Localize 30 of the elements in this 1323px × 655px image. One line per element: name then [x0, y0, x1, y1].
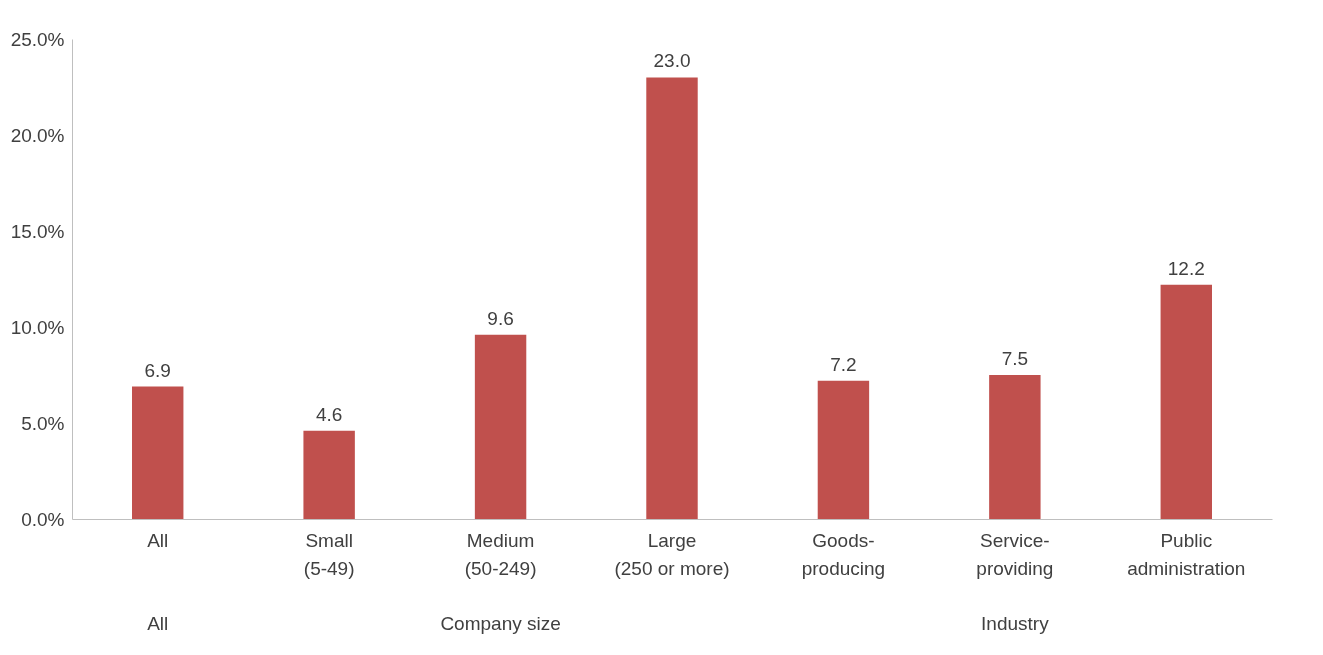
bar [817, 380, 870, 519]
data-label: 12.2 [1167, 257, 1205, 279]
x-tick-label: Public administration [1127, 529, 1246, 579]
bar [132, 386, 184, 519]
text: Company size [440, 613, 561, 634]
bar [474, 334, 527, 519]
y-tick-label: 20.0% [10, 124, 65, 146]
x-tick-label: Small (5-49) [303, 529, 355, 579]
x-tick-label: Service- providing [976, 529, 1054, 579]
x-tick-label: Goods- producing [801, 529, 886, 579]
x-tick-label: Large (250 or more) [614, 529, 730, 579]
data-label: 4.6 [315, 403, 343, 425]
data-label: 9.6 [487, 307, 514, 329]
bar [1160, 284, 1212, 519]
y-tick-label: 5.0% [21, 412, 65, 434]
y-tick-label: 0.0% [21, 508, 65, 530]
data-label: 7.5 [1001, 348, 1029, 369]
x-tick-label: Medium (50-249) [464, 529, 537, 579]
bar [989, 375, 1041, 519]
y-tick-label: 10.0% [10, 316, 65, 338]
data-label: 7.2 [830, 353, 857, 375]
data-label: 6.9 [144, 359, 171, 381]
text: Industry [981, 613, 1050, 634]
y-tick-label: 15.0% [10, 220, 65, 242]
bar [303, 430, 355, 519]
data-label: 23.0 [653, 50, 691, 72]
bar [646, 77, 698, 519]
y-tick-label: 25.0% [10, 28, 65, 50]
x-tick-label: All [147, 529, 169, 551]
text: All [147, 613, 169, 634]
